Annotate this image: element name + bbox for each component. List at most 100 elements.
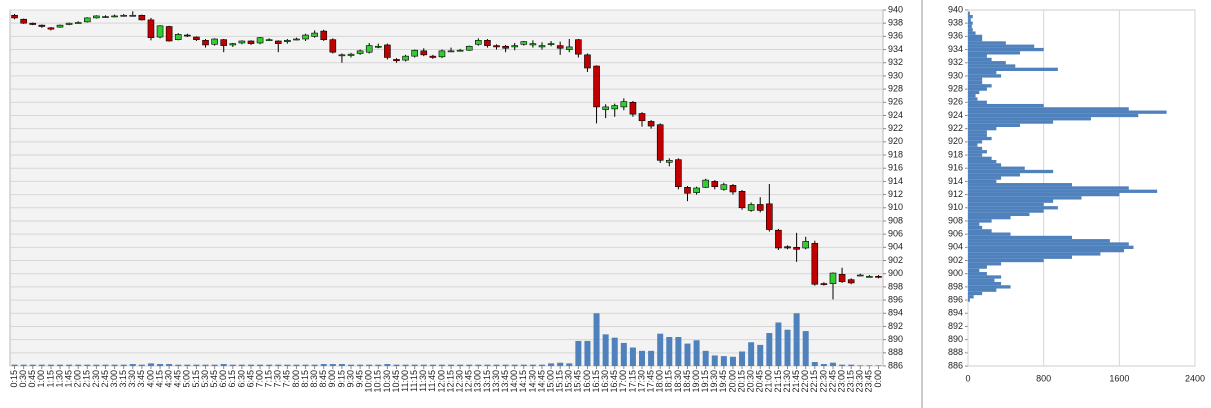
candle-body: [456, 49, 464, 52]
y-tick-label: 934: [948, 44, 963, 54]
x-tick-label: 6:45: [245, 370, 255, 388]
profile-bar: [968, 265, 987, 269]
candle-body: [256, 37, 264, 44]
candle-body: [793, 247, 800, 250]
candle-body: [65, 22, 73, 25]
volume-bar: [720, 356, 727, 366]
candle-body: [838, 274, 846, 282]
candle-body: [429, 55, 437, 58]
profile-bar: [968, 24, 972, 29]
y-tick-label: 910: [888, 202, 903, 212]
volume-bar: [693, 340, 700, 366]
candle-body: [184, 34, 191, 37]
profile-bar: [968, 47, 1044, 52]
candle-body: [238, 40, 246, 44]
x-tick-label: 11:45: [427, 370, 437, 392]
volume-bar: [220, 364, 227, 366]
profile-bar: [968, 31, 976, 35]
x-tick-label: 19:30: [709, 370, 719, 393]
profile-bar: [968, 225, 983, 230]
x-tick-label: 5:00: [182, 370, 192, 388]
candle-body: [293, 38, 300, 41]
x-tick-label: 8:00: [291, 370, 301, 388]
candle-body: [665, 160, 673, 163]
x-tick-label: 7:00: [254, 370, 264, 388]
candle-body: [274, 40, 282, 44]
x-tick-label: 2:45: [100, 370, 110, 388]
volume-bar: [484, 364, 491, 366]
x-tick-label: 23:00: [836, 370, 846, 393]
profile-bar: [968, 18, 971, 22]
candle-body: [484, 40, 491, 46]
candle-body: [384, 44, 391, 58]
volume-bar: [775, 322, 782, 366]
volume-bar: [157, 364, 164, 366]
x-tick-label: 6:15: [227, 370, 237, 388]
profile-bar: [968, 11, 970, 15]
volume-bar: [575, 340, 582, 366]
volume-bar: [620, 342, 627, 366]
candle-body: [756, 204, 764, 211]
x-tick-label: 2400: [1185, 373, 1205, 383]
candle-body: [38, 24, 46, 27]
y-tick-label: 898: [948, 281, 963, 291]
volume-bar: [829, 362, 836, 366]
y-tick-label: 922: [888, 123, 903, 133]
volume-bar: [611, 337, 618, 366]
volume-bar: [784, 329, 791, 366]
profile-bar: [968, 242, 1129, 246]
x-tick-label: 21:30: [782, 370, 792, 393]
x-tick-label: 19:15: [700, 370, 710, 393]
profile-bar: [968, 281, 1002, 286]
volume-bar: [329, 364, 336, 366]
volume-bar: [766, 333, 773, 366]
candle-body: [438, 50, 446, 58]
candle-body: [56, 24, 64, 28]
profile-bar: [968, 38, 983, 42]
x-tick-label: 10:00: [364, 370, 374, 393]
volume-bar: [84, 364, 91, 366]
candle-body: [538, 45, 546, 48]
candle-body: [356, 50, 364, 54]
y-tick-label: 938: [888, 18, 903, 28]
y-tick-label: 938: [948, 18, 963, 28]
x-tick-label: 0:30: [18, 370, 28, 388]
volume-bar: [548, 363, 555, 366]
profile-bar: [968, 285, 1011, 289]
volume-bar: [739, 351, 746, 366]
candle-body: [584, 54, 591, 69]
volume-bar: [375, 364, 382, 366]
x-tick-label: 5:30: [200, 370, 210, 388]
volume-bar: [448, 364, 455, 366]
candle-body: [229, 43, 237, 46]
volume-bar: [848, 364, 855, 366]
volume-bar: [38, 364, 45, 366]
y-tick-label: 930: [948, 70, 963, 80]
x-tick-label: 4:15: [154, 370, 164, 388]
profile-bar: [968, 176, 1002, 180]
profile-bar: [968, 159, 997, 164]
candle-body: [147, 19, 155, 38]
candle-body: [802, 241, 810, 249]
volume-bar: [529, 364, 536, 366]
profile-bar: [968, 87, 987, 91]
candle-body: [829, 272, 837, 284]
candle-body: [393, 59, 400, 62]
candle-body: [638, 113, 646, 122]
candle-body: [102, 16, 109, 18]
x-tick-label: 20:00: [727, 370, 737, 393]
x-tick-label: 13:30: [491, 370, 501, 393]
volume-bar: [338, 364, 345, 366]
profile-bar: [968, 140, 983, 144]
profile-bar: [968, 127, 997, 131]
candle-body: [211, 38, 218, 45]
x-tick-label: 2:00: [73, 370, 83, 388]
y-tick-label: 910: [948, 202, 963, 212]
y-tick-label: 922: [948, 123, 963, 133]
x-tick-label: 9:00: [327, 370, 337, 388]
y-tick-label: 906: [888, 229, 903, 239]
volume-bar: [393, 364, 400, 366]
volume-bar: [557, 362, 564, 366]
y-tick-label: 916: [948, 163, 963, 173]
x-tick-label: 17:30: [636, 370, 646, 393]
